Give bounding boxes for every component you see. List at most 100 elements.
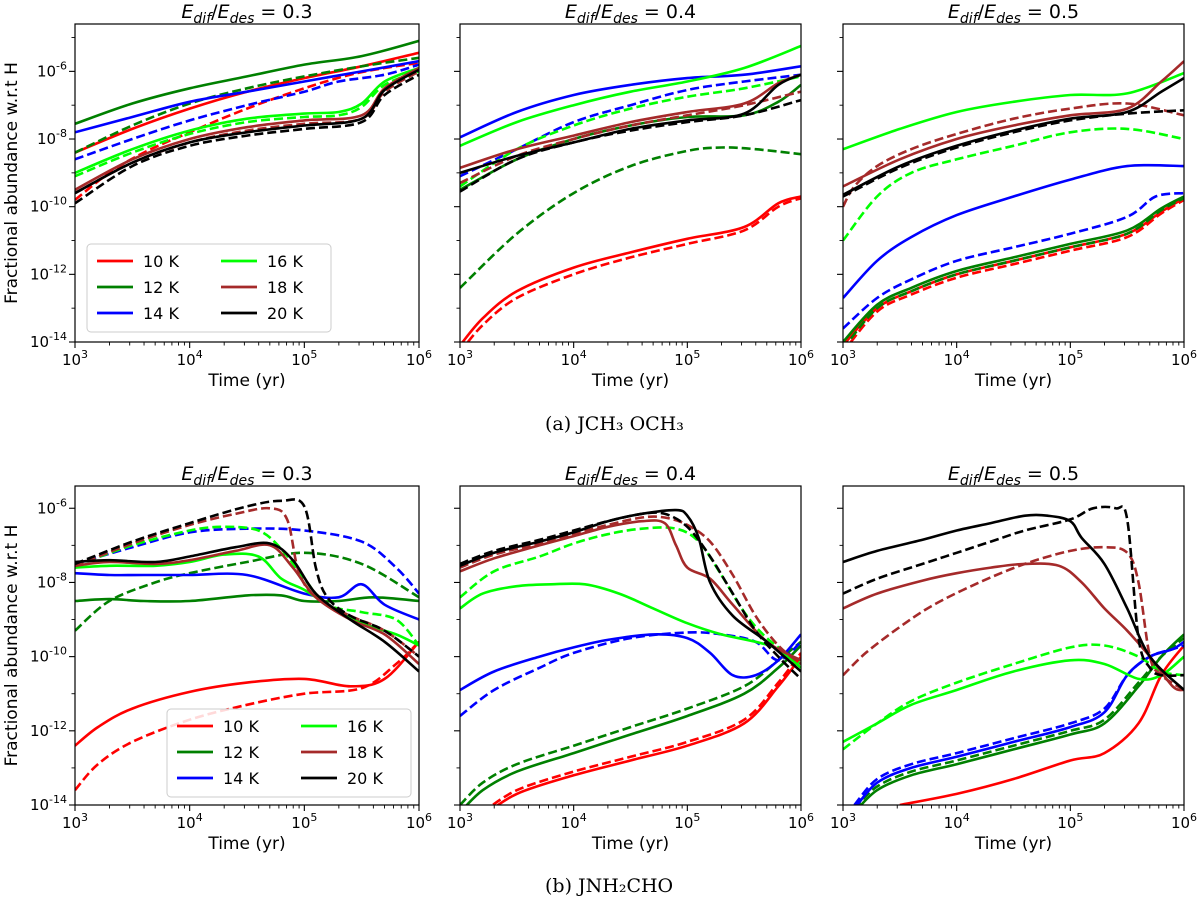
series-line-16K-dashed	[843, 127, 1184, 242]
series-line-10K-dashed	[490, 652, 801, 805]
panel-0-2: 103 104 105 106 Time (yr) Edif/Edes = 0.5	[830, 1, 1197, 391]
series-line-18K-dashed	[843, 545, 1184, 692]
x-tick-label: 106	[1171, 811, 1197, 832]
legend-label: 18 K	[267, 278, 303, 297]
x-tick-label: 106	[1171, 348, 1197, 369]
series-group	[75, 498, 419, 792]
legend-label: 10 K	[143, 252, 179, 271]
series-line-14K-solid	[75, 571, 419, 621]
plot-frame	[459, 23, 802, 343]
plot-frame	[74, 485, 420, 806]
panel-1-0: 103 104 105 106 10-14 10-12 10-10 10-8 10-6 Time …	[2, 463, 432, 854]
series-line-14K-dashed	[460, 631, 801, 718]
x-tick-label: 104	[561, 811, 587, 832]
y-tick-label: 10-6	[37, 496, 67, 517]
series-line-20K-dashed	[75, 73, 419, 205]
x-tick-label: 104	[177, 811, 203, 832]
x-tick-label: 103	[447, 811, 473, 832]
series-line-18K-dashed	[460, 515, 801, 666]
y-tick-label: 10-10	[30, 195, 67, 216]
series-line-10K-dashed	[466, 196, 801, 342]
y-tick-label: 10-14	[30, 793, 67, 814]
series-line-18K-dashed	[75, 506, 419, 658]
x-tick-label: 104	[944, 811, 970, 832]
x-tick-label: 103	[830, 811, 856, 832]
legend-label: 12 K	[223, 743, 259, 762]
x-axis-label: Time (yr)	[207, 371, 285, 391]
series-line-20K-solid	[843, 513, 1184, 691]
series-line-20K-dashed	[843, 505, 1184, 678]
x-tick-label: 105	[291, 348, 317, 369]
caption-a: (a) JCH₃ OCH₃	[545, 413, 684, 435]
y-tick-label: 10-10	[30, 645, 67, 666]
series-line-14K-solid	[843, 163, 1184, 299]
x-tick-label: 105	[291, 811, 317, 832]
series-line-12K-dashed	[460, 146, 801, 289]
legend-label: 16 K	[267, 252, 303, 271]
series-line-16K-solid	[460, 582, 801, 669]
series-line-12K-dashed	[75, 56, 419, 154]
legend-label: 14 K	[143, 304, 179, 323]
series-line-18K-solid	[460, 519, 801, 662]
series-line-20K-solid	[460, 73, 801, 175]
series-line-10K-solid	[899, 644, 1184, 805]
x-tick-label: 106	[788, 348, 814, 369]
panel-title: Edif/Edes = 0.5	[948, 463, 1079, 489]
series-line-16K-solid	[843, 71, 1184, 151]
series-line-14K-dashed	[75, 527, 419, 595]
legend: 10 K 12 K 14 K 16 K 18 K 20 K	[86, 243, 332, 333]
legend-box	[86, 243, 332, 333]
series-line-14K-dashed	[853, 644, 1184, 805]
series-line-20K-solid	[843, 76, 1184, 196]
series-line-20K-dashed	[843, 109, 1184, 198]
y-tick-label: 10-12	[30, 262, 67, 283]
legend-label: 12 K	[143, 278, 179, 297]
panel-title: Edif/Edes = 0.4	[565, 1, 696, 27]
series-line-16K-solid	[75, 66, 419, 175]
series-line-14K-solid	[75, 59, 419, 134]
y-tick-label: 10-14	[30, 330, 67, 351]
x-tick-label: 103	[830, 348, 856, 369]
series-line-10K-dashed	[75, 640, 419, 792]
x-axis-label: Time (yr)	[591, 834, 669, 854]
panel-1-2: 103 104 105 106 Time (yr) Edif/Edes = 0.5	[830, 463, 1197, 854]
series-line-14K-dashed	[75, 63, 419, 161]
panels-layer: 103 104 105 106 10-14 10-12 10-10 10-8 10-6 Time …	[2, 1, 1197, 854]
series-line-10K-solid	[75, 640, 419, 747]
series-line-12K-solid	[465, 644, 801, 805]
legend-label: 20 K	[267, 304, 303, 323]
panel-title: Edif/Edes = 0.3	[181, 1, 312, 27]
panel-0-0: 103 104 105 106 10-14 10-12 10-10 10-8 10-6 Time …	[2, 1, 432, 391]
x-tick-label: 103	[62, 348, 88, 369]
y-axis-label: Fractional abundance w.r.t H	[2, 62, 22, 304]
series-line-18K-solid	[843, 60, 1184, 188]
series-line-12K-solid	[843, 195, 1184, 342]
series-line-20K-dashed	[460, 511, 801, 680]
x-axis-label: Time (yr)	[207, 834, 285, 854]
series-group	[843, 60, 1184, 342]
series-line-14K-solid	[460, 633, 801, 692]
series-line-20K-dashed	[75, 498, 419, 658]
y-tick-label: 10-8	[37, 127, 67, 148]
series-line-14K-dashed	[460, 73, 801, 178]
series-group	[460, 44, 801, 342]
series-line-16K-dashed	[75, 525, 419, 647]
series-line-20K-solid	[75, 68, 419, 195]
x-tick-label: 105	[1057, 348, 1083, 369]
series-line-18K-solid	[75, 543, 419, 665]
x-tick-label: 103	[62, 811, 88, 832]
y-tick-label: 10-8	[37, 570, 67, 591]
legend-label: 10 K	[223, 717, 259, 736]
x-tick-label: 104	[944, 348, 970, 369]
series-line-14K-solid	[460, 65, 801, 139]
series-line-12K-dashed	[846, 197, 1184, 342]
y-tick-label: 10-6	[37, 59, 67, 80]
x-axis-label: Time (yr)	[591, 371, 669, 391]
legend-label: 18 K	[347, 743, 383, 762]
series-line-20K-solid	[460, 508, 801, 673]
caption-b: (b) JNH₂CHO	[545, 875, 673, 897]
x-tick-label: 104	[177, 348, 203, 369]
x-axis-label: Time (yr)	[974, 371, 1052, 391]
x-axis-label: Time (yr)	[974, 834, 1052, 854]
